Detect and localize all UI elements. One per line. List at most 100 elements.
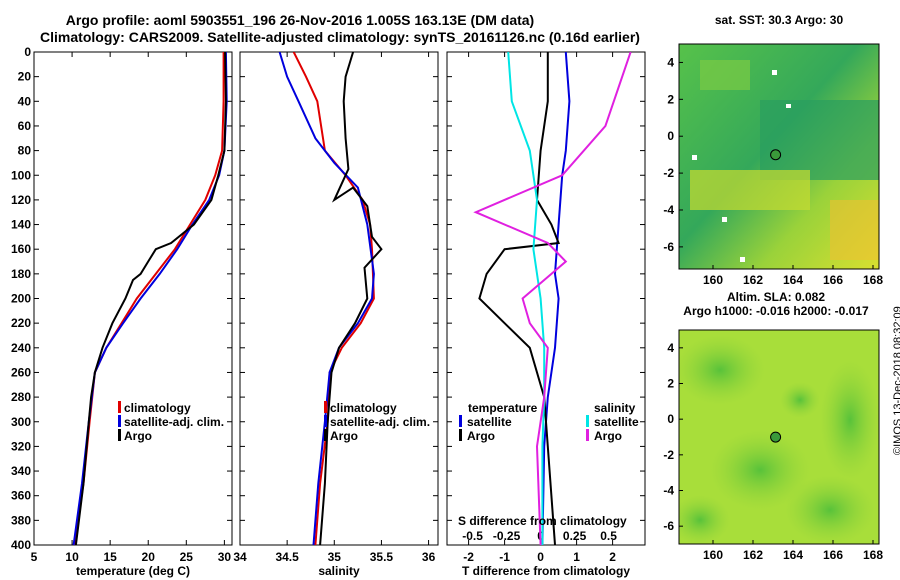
y-tick-label: 220 bbox=[11, 316, 31, 330]
legend-swatch-argo bbox=[118, 429, 121, 441]
map-y-tick-label: 4 bbox=[667, 341, 674, 355]
legend-swatch-satellite bbox=[324, 415, 327, 427]
y-tick-label: 340 bbox=[11, 464, 31, 478]
legend-label-t-satellite: satellite bbox=[467, 415, 512, 429]
difference-from-climatology-line-s-argo bbox=[473, 52, 632, 545]
map-x-tick-label: 160 bbox=[703, 273, 723, 287]
map-y-tick-label: -2 bbox=[663, 448, 674, 462]
y-tick-label: 320 bbox=[11, 439, 31, 453]
x-tick-label: 34 bbox=[233, 550, 247, 564]
y-tick-label: 240 bbox=[11, 341, 31, 355]
legend-swatch-t-argo bbox=[459, 429, 462, 441]
salinity-xlabel: salinity bbox=[318, 564, 360, 578]
sla-map-title: Altim. SLA: 0.082 bbox=[727, 290, 825, 304]
salinity-axes bbox=[239, 51, 439, 546]
map-x-tick-label: 168 bbox=[863, 273, 883, 287]
difference-from-climatology-series-group bbox=[473, 52, 632, 545]
salinity-series-group bbox=[278, 52, 383, 545]
y-tick-label: 260 bbox=[11, 365, 31, 379]
map-x-tick-label: 164 bbox=[783, 548, 803, 562]
legend-label-t-argo: Argo bbox=[467, 429, 495, 443]
temperature-series-group bbox=[72, 52, 228, 545]
map-y-tick-label: -6 bbox=[663, 519, 674, 533]
temperature-axes bbox=[33, 51, 233, 546]
map-x-tick-label: 162 bbox=[743, 548, 763, 562]
legend-label-satellite: satellite-adj. clim. bbox=[124, 415, 224, 429]
map-y-tick-label: 0 bbox=[667, 129, 674, 143]
map-x-tick-label: 164 bbox=[783, 273, 803, 287]
legend-label-s-argo: Argo bbox=[594, 429, 622, 443]
map-x-tick-label: 166 bbox=[823, 273, 843, 287]
legend-label-s-satellite: satellite bbox=[594, 415, 639, 429]
difference-from-climatology-line-s-satellite bbox=[507, 52, 546, 545]
map-y-tick-label: 2 bbox=[667, 92, 674, 106]
argo-position-marker bbox=[770, 431, 782, 443]
y-tick-label: 0 bbox=[24, 45, 31, 59]
difference-axes bbox=[446, 51, 646, 546]
y-tick-label: 80 bbox=[18, 144, 32, 158]
x-tick-label: -1 bbox=[499, 550, 510, 564]
map-x-tick-label: 166 bbox=[823, 548, 843, 562]
s-diff-tick-label: -0.5 bbox=[462, 529, 483, 543]
legend-swatch-climatology bbox=[118, 401, 121, 413]
legend-title-salinity: salinity bbox=[594, 401, 636, 415]
y-tick-label: 360 bbox=[11, 489, 31, 503]
y-tick-label: 60 bbox=[18, 119, 32, 133]
legend-swatch-s-satellite bbox=[586, 415, 589, 427]
imos-timestamp: ©IMOS 13-Dec-2018 08:32:09 bbox=[892, 306, 900, 455]
y-tick-label: 120 bbox=[11, 193, 31, 207]
x-tick-label: 10 bbox=[65, 550, 79, 564]
x-tick-label: -2 bbox=[463, 550, 474, 564]
legend-label-climatology: climatology bbox=[330, 401, 397, 415]
temperature-legend: climatology satellite-adj. clim. Argo bbox=[118, 401, 224, 443]
salinity-line-argo bbox=[319, 52, 383, 545]
x-tick-label: 15 bbox=[103, 550, 117, 564]
chart-title-line2: Climatology: CARS2009. Satellite-adjuste… bbox=[40, 29, 640, 45]
map-x-tick-label: 160 bbox=[703, 548, 723, 562]
y-tick-label: 280 bbox=[11, 390, 31, 404]
legend-title-temperature: temperature bbox=[468, 401, 538, 415]
legend-swatch-climatology bbox=[324, 401, 327, 413]
map-y-tick-label: 0 bbox=[667, 412, 674, 426]
difference-xlabel: T difference from climatology bbox=[462, 564, 630, 578]
x-tick-label: 35 bbox=[328, 550, 342, 564]
x-tick-label: 20 bbox=[142, 550, 156, 564]
difference-legend: temperature satellite Argo salinity sate… bbox=[459, 401, 639, 443]
map-x-tick-label: 168 bbox=[863, 548, 883, 562]
legend-label-climatology: climatology bbox=[124, 401, 191, 415]
sla-map-frame bbox=[678, 329, 880, 545]
map-y-tick-label: -4 bbox=[663, 484, 674, 498]
map-y-tick-label: -2 bbox=[663, 166, 674, 180]
salinity-line-satellite-adj-clim- bbox=[278, 52, 375, 545]
legend-swatch-argo bbox=[324, 429, 327, 441]
x-tick-label: 34.5 bbox=[275, 550, 299, 564]
difference-from-climatology-line-t-satellite bbox=[541, 52, 571, 545]
legend-swatch-s-argo bbox=[586, 429, 589, 441]
legend-label-argo: Argo bbox=[330, 429, 358, 443]
salinity-legend: climatology satellite-adj. clim. Argo bbox=[324, 401, 430, 443]
s-diff-tick-label: 0.5 bbox=[600, 529, 617, 543]
x-tick-label: 5 bbox=[31, 550, 38, 564]
temperature-line-argo bbox=[74, 52, 227, 545]
sst-heatmap bbox=[679, 44, 879, 269]
difference-from-climatology-line-t-argo bbox=[478, 52, 561, 545]
y-tick-label: 140 bbox=[11, 218, 31, 232]
legend-swatch-satellite bbox=[118, 415, 121, 427]
y-tick-label: 380 bbox=[11, 513, 31, 527]
sst-map-frame bbox=[678, 43, 880, 270]
y-tick-label: 180 bbox=[11, 267, 31, 281]
map-y-tick-label: -6 bbox=[663, 240, 674, 254]
y-tick-label: 300 bbox=[11, 415, 31, 429]
x-tick-label: 1 bbox=[573, 550, 580, 564]
x-tick-label: 30 bbox=[218, 550, 232, 564]
y-tick-label: 100 bbox=[11, 168, 31, 182]
x-tick-label: 36 bbox=[422, 550, 436, 564]
temperature-line-satellite-adj-clim- bbox=[72, 52, 228, 545]
x-tick-label: 35.5 bbox=[370, 550, 394, 564]
s-diff-axis-label: S difference from climatology bbox=[458, 514, 627, 528]
x-tick-label: 25 bbox=[180, 550, 194, 564]
s-diff-tick-label: 0.25 bbox=[563, 529, 587, 543]
chart-title-line1: Argo profile: aoml 5903551_196 26-Nov-20… bbox=[65, 12, 535, 28]
legend-label-satellite: satellite-adj. clim. bbox=[330, 415, 430, 429]
map-x-tick-label: 162 bbox=[743, 273, 763, 287]
